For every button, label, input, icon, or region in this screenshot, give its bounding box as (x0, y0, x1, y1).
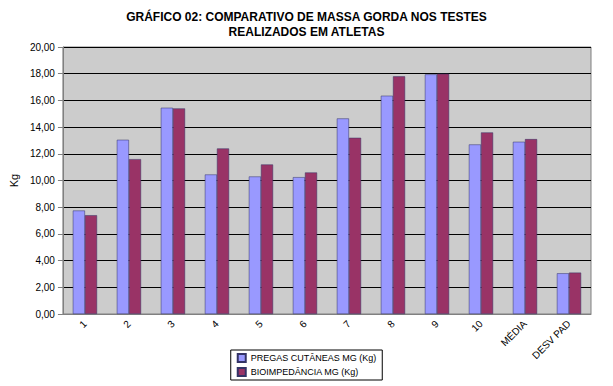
svg-text:7: 7 (341, 318, 353, 330)
svg-text:6: 6 (297, 318, 309, 330)
svg-text:GRÁFICO 02: COMPARATIVO DE MAS: GRÁFICO 02: COMPARATIVO DE MASSA GORDA N… (126, 9, 487, 24)
svg-text:14,00: 14,00 (30, 122, 55, 133)
svg-text:3: 3 (165, 318, 177, 330)
svg-text:BIOIMPEDÂNCIA MG (Kg): BIOIMPEDÂNCIA MG (Kg) (251, 367, 359, 377)
svg-text:0,00: 0,00 (35, 309, 55, 320)
svg-text:12,00: 12,00 (30, 148, 55, 159)
svg-text:4: 4 (209, 318, 221, 330)
svg-text:1: 1 (77, 318, 89, 330)
svg-text:2,00: 2,00 (35, 282, 55, 293)
svg-text:9: 9 (429, 318, 441, 330)
svg-text:PREGAS CUTÂNEAS MG (Kg): PREGAS CUTÂNEAS MG (Kg) (251, 353, 377, 363)
svg-text:10: 10 (469, 318, 485, 334)
svg-text:20,00: 20,00 (30, 42, 55, 53)
svg-text:8,00: 8,00 (35, 202, 55, 213)
svg-text:18,00: 18,00 (30, 68, 55, 79)
svg-text:MÉDIA: MÉDIA (498, 317, 529, 348)
svg-text:16,00: 16,00 (30, 95, 55, 106)
svg-text:2: 2 (121, 318, 133, 330)
svg-text:Kg: Kg (8, 174, 20, 187)
svg-text:DESV PAD: DESV PAD (530, 318, 573, 361)
svg-text:REALIZADOS EM ATLETAS: REALIZADOS EM ATLETAS (229, 25, 385, 39)
svg-text:5: 5 (253, 318, 265, 330)
svg-text:4,00: 4,00 (35, 255, 55, 266)
svg-text:8: 8 (385, 318, 397, 330)
svg-text:6,00: 6,00 (35, 228, 55, 239)
svg-text:10,00: 10,00 (30, 175, 55, 186)
